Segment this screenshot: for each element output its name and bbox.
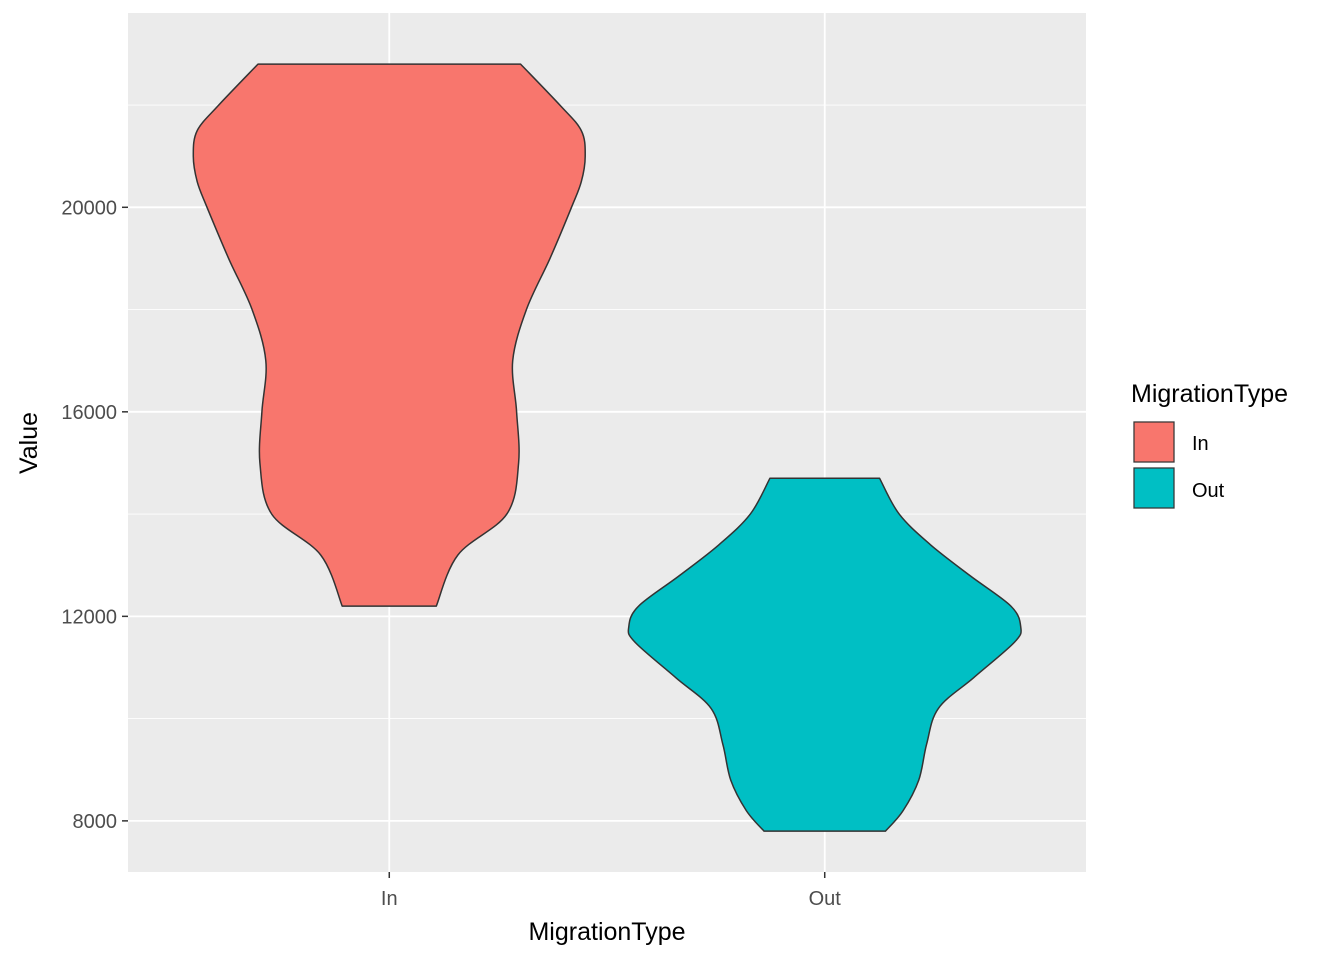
y-tick-label: 20000: [61, 197, 117, 219]
x-tick-label: In: [381, 888, 398, 910]
y-tick-label: 16000: [61, 402, 117, 424]
violins: [192, 63, 1022, 832]
x-axis-ticks: In Out: [381, 872, 841, 910]
y-axis-title: Value: [15, 412, 43, 474]
legend: MigrationType In Out: [1131, 380, 1288, 509]
x-axis-title: MigrationType: [528, 918, 685, 946]
violin-out: [627, 477, 1022, 832]
legend-label-in: In: [1192, 433, 1209, 455]
legend-swatch-in: [1133, 421, 1175, 463]
y-tick-label: 8000: [73, 811, 118, 833]
y-tick-label: 12000: [61, 606, 117, 628]
legend-label-out: Out: [1192, 480, 1225, 502]
legend-swatch-out: [1133, 467, 1175, 509]
violin-in: [192, 63, 586, 607]
y-axis-ticks: 8000 12000 16000 20000: [61, 197, 128, 833]
x-tick-label: Out: [809, 888, 842, 910]
legend-title: MigrationType: [1131, 380, 1288, 408]
